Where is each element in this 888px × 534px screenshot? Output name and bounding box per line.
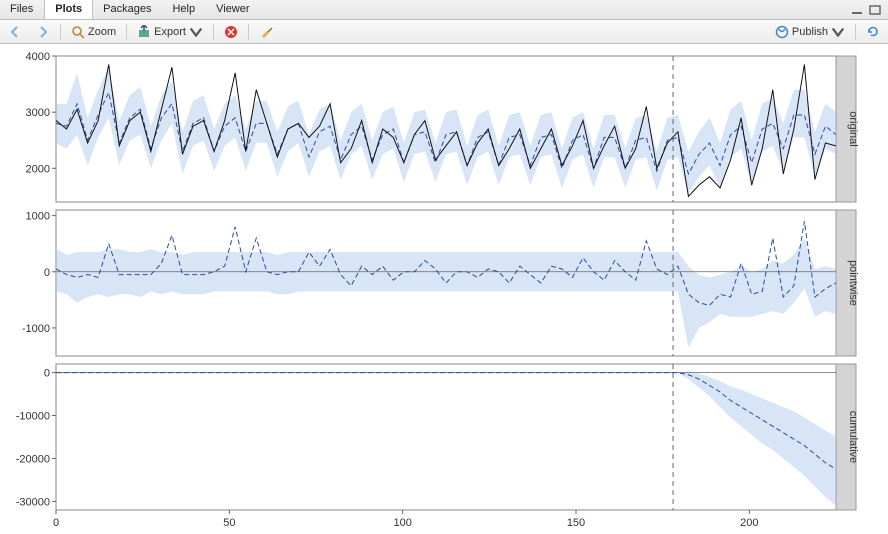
minimize-icon[interactable] bbox=[850, 4, 864, 16]
svg-text:0: 0 bbox=[44, 267, 50, 279]
export-icon bbox=[137, 25, 151, 39]
remove-icon bbox=[224, 25, 238, 39]
svg-text:0: 0 bbox=[44, 368, 50, 380]
clear-all-button[interactable] bbox=[255, 23, 277, 41]
zoom-button[interactable]: Zoom bbox=[67, 23, 120, 41]
svg-text:3000: 3000 bbox=[26, 107, 50, 119]
refresh-icon bbox=[866, 25, 880, 39]
tab-viewer[interactable]: Viewer bbox=[206, 0, 260, 19]
svg-text:2000: 2000 bbox=[26, 163, 50, 175]
maximize-icon[interactable] bbox=[868, 4, 882, 16]
tab-files[interactable]: Files bbox=[0, 0, 44, 19]
svg-text:pointwise: pointwise bbox=[847, 260, 859, 306]
plot-canvas: original200030004000pointwise-100001000c… bbox=[0, 44, 888, 534]
pane-window-controls bbox=[850, 0, 888, 19]
svg-text:100: 100 bbox=[393, 517, 411, 529]
chevron-down-icon bbox=[831, 25, 845, 39]
pane-tabbar: Files Plots Packages Help Viewer bbox=[0, 0, 888, 20]
svg-text:-10000: -10000 bbox=[16, 411, 50, 423]
causal-impact-plot: original200030004000pointwise-100001000c… bbox=[0, 44, 888, 534]
zoom-icon bbox=[71, 25, 85, 39]
svg-text:200: 200 bbox=[740, 517, 758, 529]
publish-icon bbox=[775, 25, 789, 39]
svg-text:-20000: -20000 bbox=[16, 453, 50, 465]
plots-toolbar: Zoom Export Publish bbox=[0, 20, 888, 44]
prev-plot-button[interactable] bbox=[4, 23, 26, 41]
publish-label: Publish bbox=[792, 26, 828, 38]
next-plot-button[interactable] bbox=[32, 23, 54, 41]
svg-text:-30000: -30000 bbox=[16, 496, 50, 508]
tab-plots[interactable]: Plots bbox=[44, 0, 93, 19]
svg-text:cumulative: cumulative bbox=[847, 411, 859, 464]
export-label: Export bbox=[154, 26, 186, 38]
svg-text:150: 150 bbox=[567, 517, 585, 529]
tab-packages[interactable]: Packages bbox=[93, 0, 162, 19]
broom-icon bbox=[259, 25, 273, 39]
svg-text:50: 50 bbox=[223, 517, 235, 529]
svg-text:4000: 4000 bbox=[26, 51, 50, 63]
chevron-down-icon bbox=[189, 25, 203, 39]
remove-plot-button[interactable] bbox=[220, 23, 242, 41]
svg-text:-1000: -1000 bbox=[22, 323, 50, 335]
export-button[interactable]: Export bbox=[133, 23, 207, 41]
svg-text:1000: 1000 bbox=[26, 211, 50, 223]
tab-help[interactable]: Help bbox=[162, 0, 206, 19]
svg-text:original: original bbox=[847, 111, 859, 146]
refresh-button[interactable] bbox=[862, 23, 884, 41]
zoom-label: Zoom bbox=[88, 26, 116, 38]
svg-text:0: 0 bbox=[53, 517, 59, 529]
publish-button[interactable]: Publish bbox=[771, 23, 849, 41]
